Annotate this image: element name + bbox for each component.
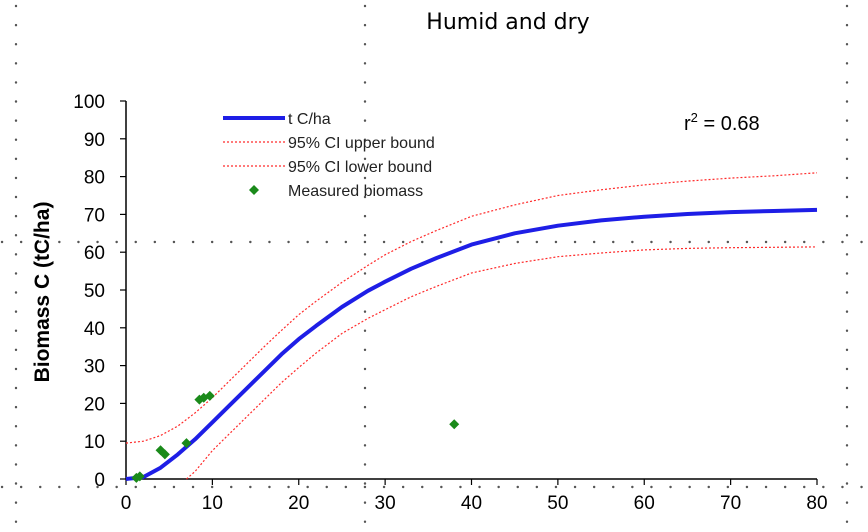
legend-label: 95% CI lower bound — [288, 159, 432, 176]
y-tick-label: 100 — [73, 92, 105, 113]
y-tick-label: 0 — [94, 470, 105, 491]
legend-swatch-measured — [249, 185, 259, 195]
ci-lower-line — [186, 246, 818, 480]
background-dotted-lines — [0, 4, 868, 532]
measured-biomass-point — [449, 419, 460, 430]
chart-title: Humid and dry — [426, 10, 589, 35]
plot-area: 0 10 20 30 40 50 60 70 80 0 10 20 30 40 50 60 70 80 90 100 — [73, 92, 827, 514]
r-squared-annotation: r2 = 0.68 — [684, 110, 760, 135]
r2-base: r — [684, 113, 691, 135]
y-tick-label: 40 — [84, 319, 105, 340]
y-tick-label: 60 — [84, 243, 105, 264]
y-tick-label: 20 — [84, 394, 105, 415]
legend-label: Measured biomass — [288, 183, 423, 200]
y-tick-label: 80 — [84, 168, 105, 189]
y-tick-label: 90 — [84, 130, 105, 151]
x-tick-label: 60 — [634, 493, 655, 514]
y-axis-label: Biomass C (tC/ha) — [31, 202, 54, 383]
measured-biomass-point — [134, 471, 145, 482]
y-tick-label: 30 — [84, 357, 105, 378]
r2-value: = 0.68 — [698, 113, 760, 135]
r2-exponent: 2 — [691, 110, 698, 125]
y-tick-label: 10 — [84, 432, 105, 453]
x-tick-label: 70 — [720, 493, 741, 514]
x-tick-label: 30 — [375, 493, 396, 514]
x-tick-label: 0 — [121, 493, 132, 514]
measured-biomass-point — [181, 438, 192, 449]
x-tick-label: 10 — [202, 493, 223, 514]
x-tick-label: 40 — [461, 493, 482, 514]
y-tick-label: 70 — [84, 205, 105, 226]
ci-upper-line — [125, 172, 818, 444]
x-tick-label: 80 — [806, 493, 827, 514]
legend: t C/ha 95% CI upper bound 95% CI lower bou… — [223, 111, 435, 200]
measured-biomass-point — [204, 390, 215, 401]
legend-label: t C/ha — [288, 111, 331, 128]
legend-label: 95% CI upper bound — [288, 135, 435, 152]
x-tick-label: 50 — [547, 493, 568, 514]
fit-line — [125, 207, 818, 481]
y-tick-label: 50 — [84, 281, 105, 302]
measured-biomass-point — [159, 449, 170, 460]
x-tick-label: 20 — [288, 493, 309, 514]
